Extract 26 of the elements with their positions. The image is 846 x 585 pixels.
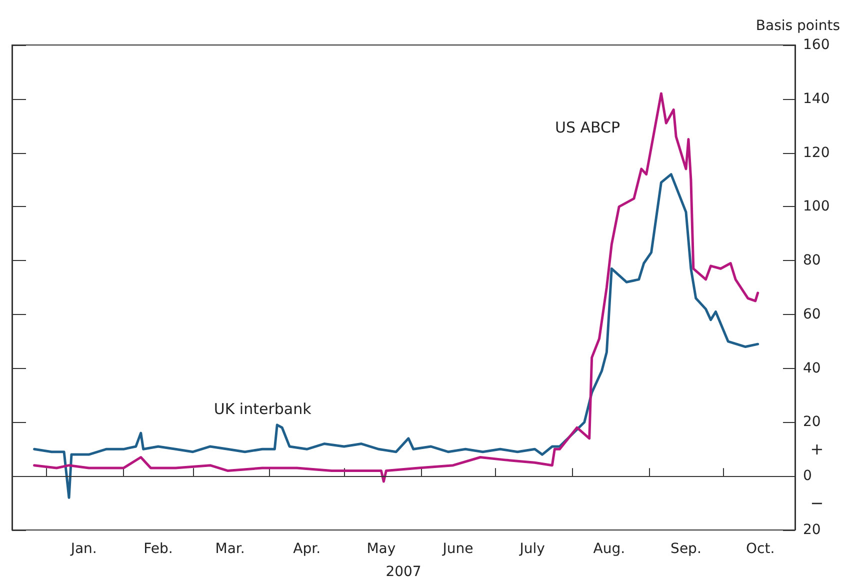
x-tick-label: May (366, 541, 396, 557)
y-tick-label: 160 (803, 37, 830, 53)
x-tick-label: Jan. (70, 541, 97, 557)
x-tick-label: Sep. (670, 541, 702, 557)
y-tick-label: 100 (803, 198, 830, 215)
text: + (810, 440, 824, 459)
text: − (810, 494, 824, 513)
x-tick-label: Apr. (293, 541, 321, 557)
y-tick-label: 20 (803, 522, 821, 538)
x-tick-label: July (518, 541, 545, 557)
y-tick-label: 140 (803, 90, 830, 107)
x-tick-label: Oct. (746, 541, 775, 557)
series-label: UK interbank (214, 400, 312, 418)
x-axis-title: 2007 (386, 564, 422, 580)
y-tick-label: 0 (803, 468, 812, 484)
y-axis-title: Basis points (756, 18, 840, 34)
y-tick-label: 80 (803, 252, 821, 269)
x-tick-label: Feb. (144, 541, 173, 557)
x-tick-label: Mar. (215, 541, 245, 557)
y-tick-label: 20 (803, 414, 821, 430)
x-tick-label: June (442, 541, 474, 557)
y-tick-label: 60 (803, 306, 821, 322)
y-tick-label: 40 (803, 360, 821, 376)
y-tick-label: 120 (803, 144, 830, 161)
text: US ABCP (554, 118, 620, 136)
x-tick-label: Aug. (593, 541, 626, 557)
